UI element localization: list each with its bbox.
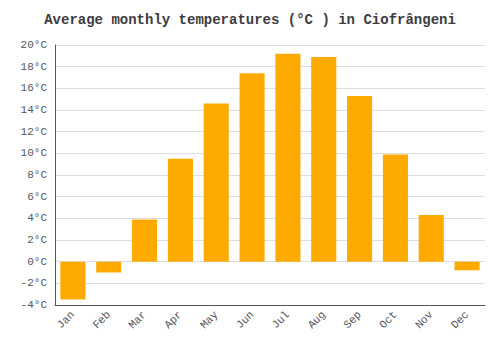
svg-text:Oct: Oct [377, 309, 399, 331]
svg-text:Average monthly temperatures (: Average monthly temperatures (°C ) in Ci… [44, 12, 456, 28]
svg-text:Sep: Sep [341, 309, 363, 331]
svg-text:10°C: 10°C [21, 147, 48, 159]
svg-text:14°C: 14°C [21, 104, 48, 116]
svg-text:-2°C: -2°C [21, 277, 48, 289]
svg-text:8°C: 8°C [27, 169, 47, 181]
svg-text:16°C: 16°C [21, 82, 48, 94]
svg-text:0°C: 0°C [27, 256, 47, 268]
svg-text:6°C: 6°C [27, 191, 47, 203]
svg-text:Apr: Apr [162, 309, 184, 331]
svg-text:12°C: 12°C [21, 126, 48, 138]
svg-text:Feb: Feb [91, 309, 113, 331]
svg-text:May: May [198, 308, 221, 331]
svg-text:18°C: 18°C [21, 61, 48, 73]
svg-text:Jan: Jan [55, 309, 77, 331]
svg-text:-4°C: -4°C [21, 299, 48, 311]
svg-text:Jun: Jun [234, 309, 256, 331]
svg-text:2°C: 2°C [27, 234, 47, 246]
svg-text:Nov: Nov [413, 308, 436, 331]
svg-text:Mar: Mar [126, 309, 148, 331]
svg-text:Aug: Aug [306, 309, 328, 331]
svg-text:Dec: Dec [449, 309, 471, 331]
svg-text:20°C: 20°C [21, 39, 48, 51]
svg-text:Jul: Jul [270, 309, 292, 331]
svg-text:4°C: 4°C [27, 212, 47, 224]
